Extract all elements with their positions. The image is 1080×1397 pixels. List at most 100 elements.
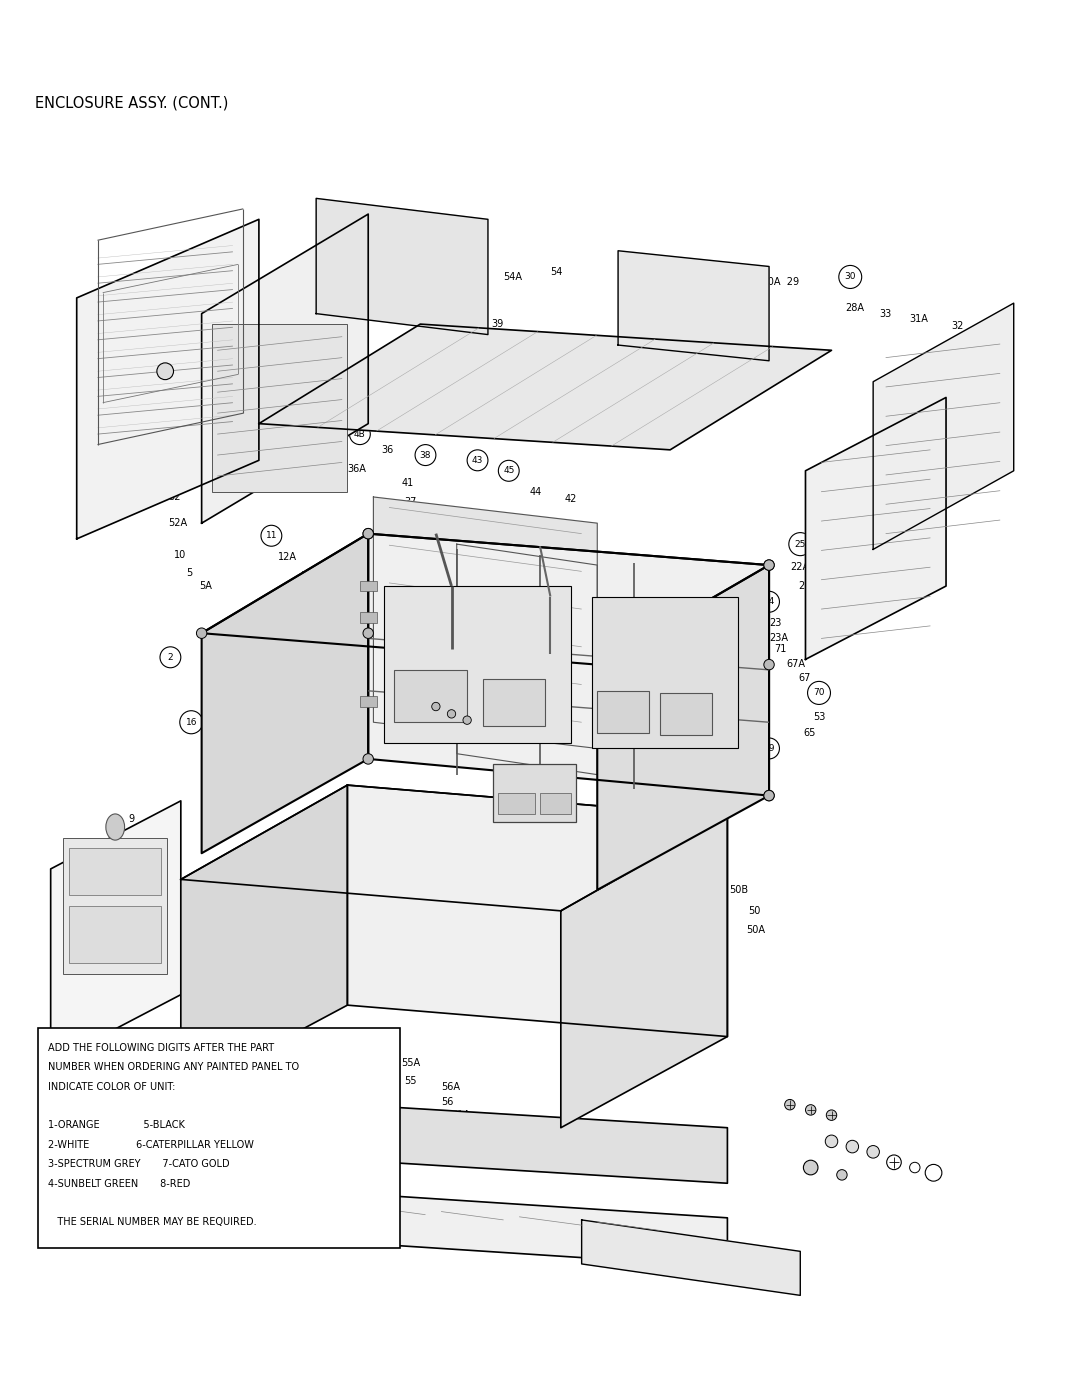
Text: 33: 33 — [879, 309, 892, 319]
Circle shape — [160, 647, 180, 668]
Text: 28A: 28A — [845, 303, 864, 313]
Bar — [494, 764, 577, 821]
Text: 52A: 52A — [168, 518, 188, 528]
Circle shape — [623, 261, 644, 282]
Text: 8A: 8A — [228, 728, 241, 738]
Text: 22: 22 — [798, 581, 811, 591]
Text: 62: 62 — [644, 827, 657, 837]
Text: 53: 53 — [813, 712, 825, 722]
Text: 20A: 20A — [472, 570, 491, 581]
Text: 17: 17 — [360, 636, 373, 645]
Text: 31A: 31A — [909, 314, 929, 324]
Circle shape — [764, 659, 774, 671]
Circle shape — [498, 461, 519, 481]
Bar — [212, 324, 348, 492]
Text: 32: 32 — [951, 321, 963, 331]
Circle shape — [764, 560, 774, 570]
Text: 13: 13 — [300, 570, 313, 581]
Text: 19B: 19B — [351, 617, 369, 627]
Circle shape — [318, 686, 338, 707]
Circle shape — [758, 591, 780, 612]
Bar — [540, 793, 571, 814]
Circle shape — [696, 387, 716, 408]
Circle shape — [808, 682, 831, 704]
Text: 36: 36 — [381, 444, 394, 455]
Text: 49A: 49A — [684, 932, 703, 942]
Text: 50: 50 — [748, 905, 760, 916]
Polygon shape — [597, 564, 769, 890]
Circle shape — [764, 560, 774, 570]
Circle shape — [447, 710, 456, 718]
Text: 37: 37 — [405, 497, 417, 507]
Polygon shape — [348, 785, 728, 1037]
Polygon shape — [180, 785, 728, 911]
Polygon shape — [202, 534, 769, 665]
Circle shape — [157, 363, 174, 380]
Text: 58: 58 — [237, 443, 248, 453]
Text: 44: 44 — [625, 414, 637, 423]
Polygon shape — [368, 534, 769, 796]
Circle shape — [363, 754, 374, 764]
Bar — [483, 679, 545, 726]
Text: 7: 7 — [372, 926, 378, 937]
Text: 9: 9 — [129, 813, 135, 824]
Circle shape — [846, 1140, 859, 1153]
Text: THE SERIAL NUMBER MAY BE REQUIRED.: THE SERIAL NUMBER MAY BE REQUIRED. — [48, 1217, 256, 1228]
Circle shape — [758, 738, 780, 759]
Text: 19A: 19A — [348, 602, 366, 612]
Text: PAGE 98 — DCA-220SSJ—  OPERATION AND PARTS  MANUAL — REV. #1  (03/22/07): PAGE 98 — DCA-220SSJ— OPERATION AND PART… — [127, 1358, 953, 1375]
Text: 50B: 50B — [729, 884, 748, 895]
Circle shape — [363, 528, 374, 539]
Text: INDICATE COLOR OF UNIT:: INDICATE COLOR OF UNIT: — [48, 1081, 175, 1091]
Polygon shape — [51, 800, 180, 1063]
Text: 54A: 54A — [503, 272, 523, 282]
Text: 24: 24 — [764, 598, 774, 606]
Circle shape — [764, 791, 774, 800]
Circle shape — [826, 1109, 837, 1120]
Text: 55A: 55A — [402, 1058, 420, 1067]
Polygon shape — [873, 303, 1014, 549]
Text: 1: 1 — [298, 848, 305, 858]
Text: 23A: 23A — [769, 633, 788, 644]
Text: 11: 11 — [266, 531, 278, 541]
Bar — [592, 597, 738, 749]
Polygon shape — [180, 785, 348, 1094]
Text: 18B: 18B — [400, 638, 418, 648]
Text: 68: 68 — [461, 1150, 473, 1158]
Text: 16: 16 — [186, 718, 197, 726]
Text: 44: 44 — [529, 486, 542, 497]
Text: 15A: 15A — [210, 692, 229, 701]
Polygon shape — [259, 324, 832, 450]
Polygon shape — [77, 219, 259, 539]
Circle shape — [804, 1160, 818, 1175]
Bar — [383, 587, 571, 743]
Text: 65: 65 — [561, 1147, 571, 1157]
Polygon shape — [202, 214, 368, 524]
Text: 66: 66 — [418, 1147, 431, 1157]
Text: 54: 54 — [551, 267, 563, 277]
Text: 21: 21 — [664, 598, 676, 606]
Circle shape — [303, 366, 324, 387]
Text: 70: 70 — [813, 689, 825, 697]
Text: 50A: 50A — [746, 925, 765, 935]
Circle shape — [350, 423, 370, 444]
Text: 16: 16 — [210, 760, 221, 768]
Circle shape — [825, 1134, 838, 1148]
Circle shape — [603, 764, 623, 785]
Circle shape — [205, 754, 226, 774]
Text: 59: 59 — [380, 1038, 392, 1046]
Bar — [360, 612, 377, 623]
Circle shape — [660, 591, 680, 612]
Bar — [394, 671, 468, 722]
Polygon shape — [197, 1183, 728, 1267]
Text: 3-SPECTRUM GREY       7-CATO GOLD: 3-SPECTRUM GREY 7-CATO GOLD — [48, 1160, 229, 1169]
Text: 56A: 56A — [441, 1081, 460, 1092]
Text: 12A: 12A — [278, 552, 297, 562]
Bar — [660, 693, 712, 735]
Text: 55A: 55A — [191, 293, 211, 303]
Polygon shape — [374, 497, 597, 749]
Text: 4: 4 — [323, 624, 329, 636]
Text: 30: 30 — [845, 272, 856, 281]
Text: 51: 51 — [529, 1141, 542, 1151]
Text: 59: 59 — [454, 933, 465, 942]
